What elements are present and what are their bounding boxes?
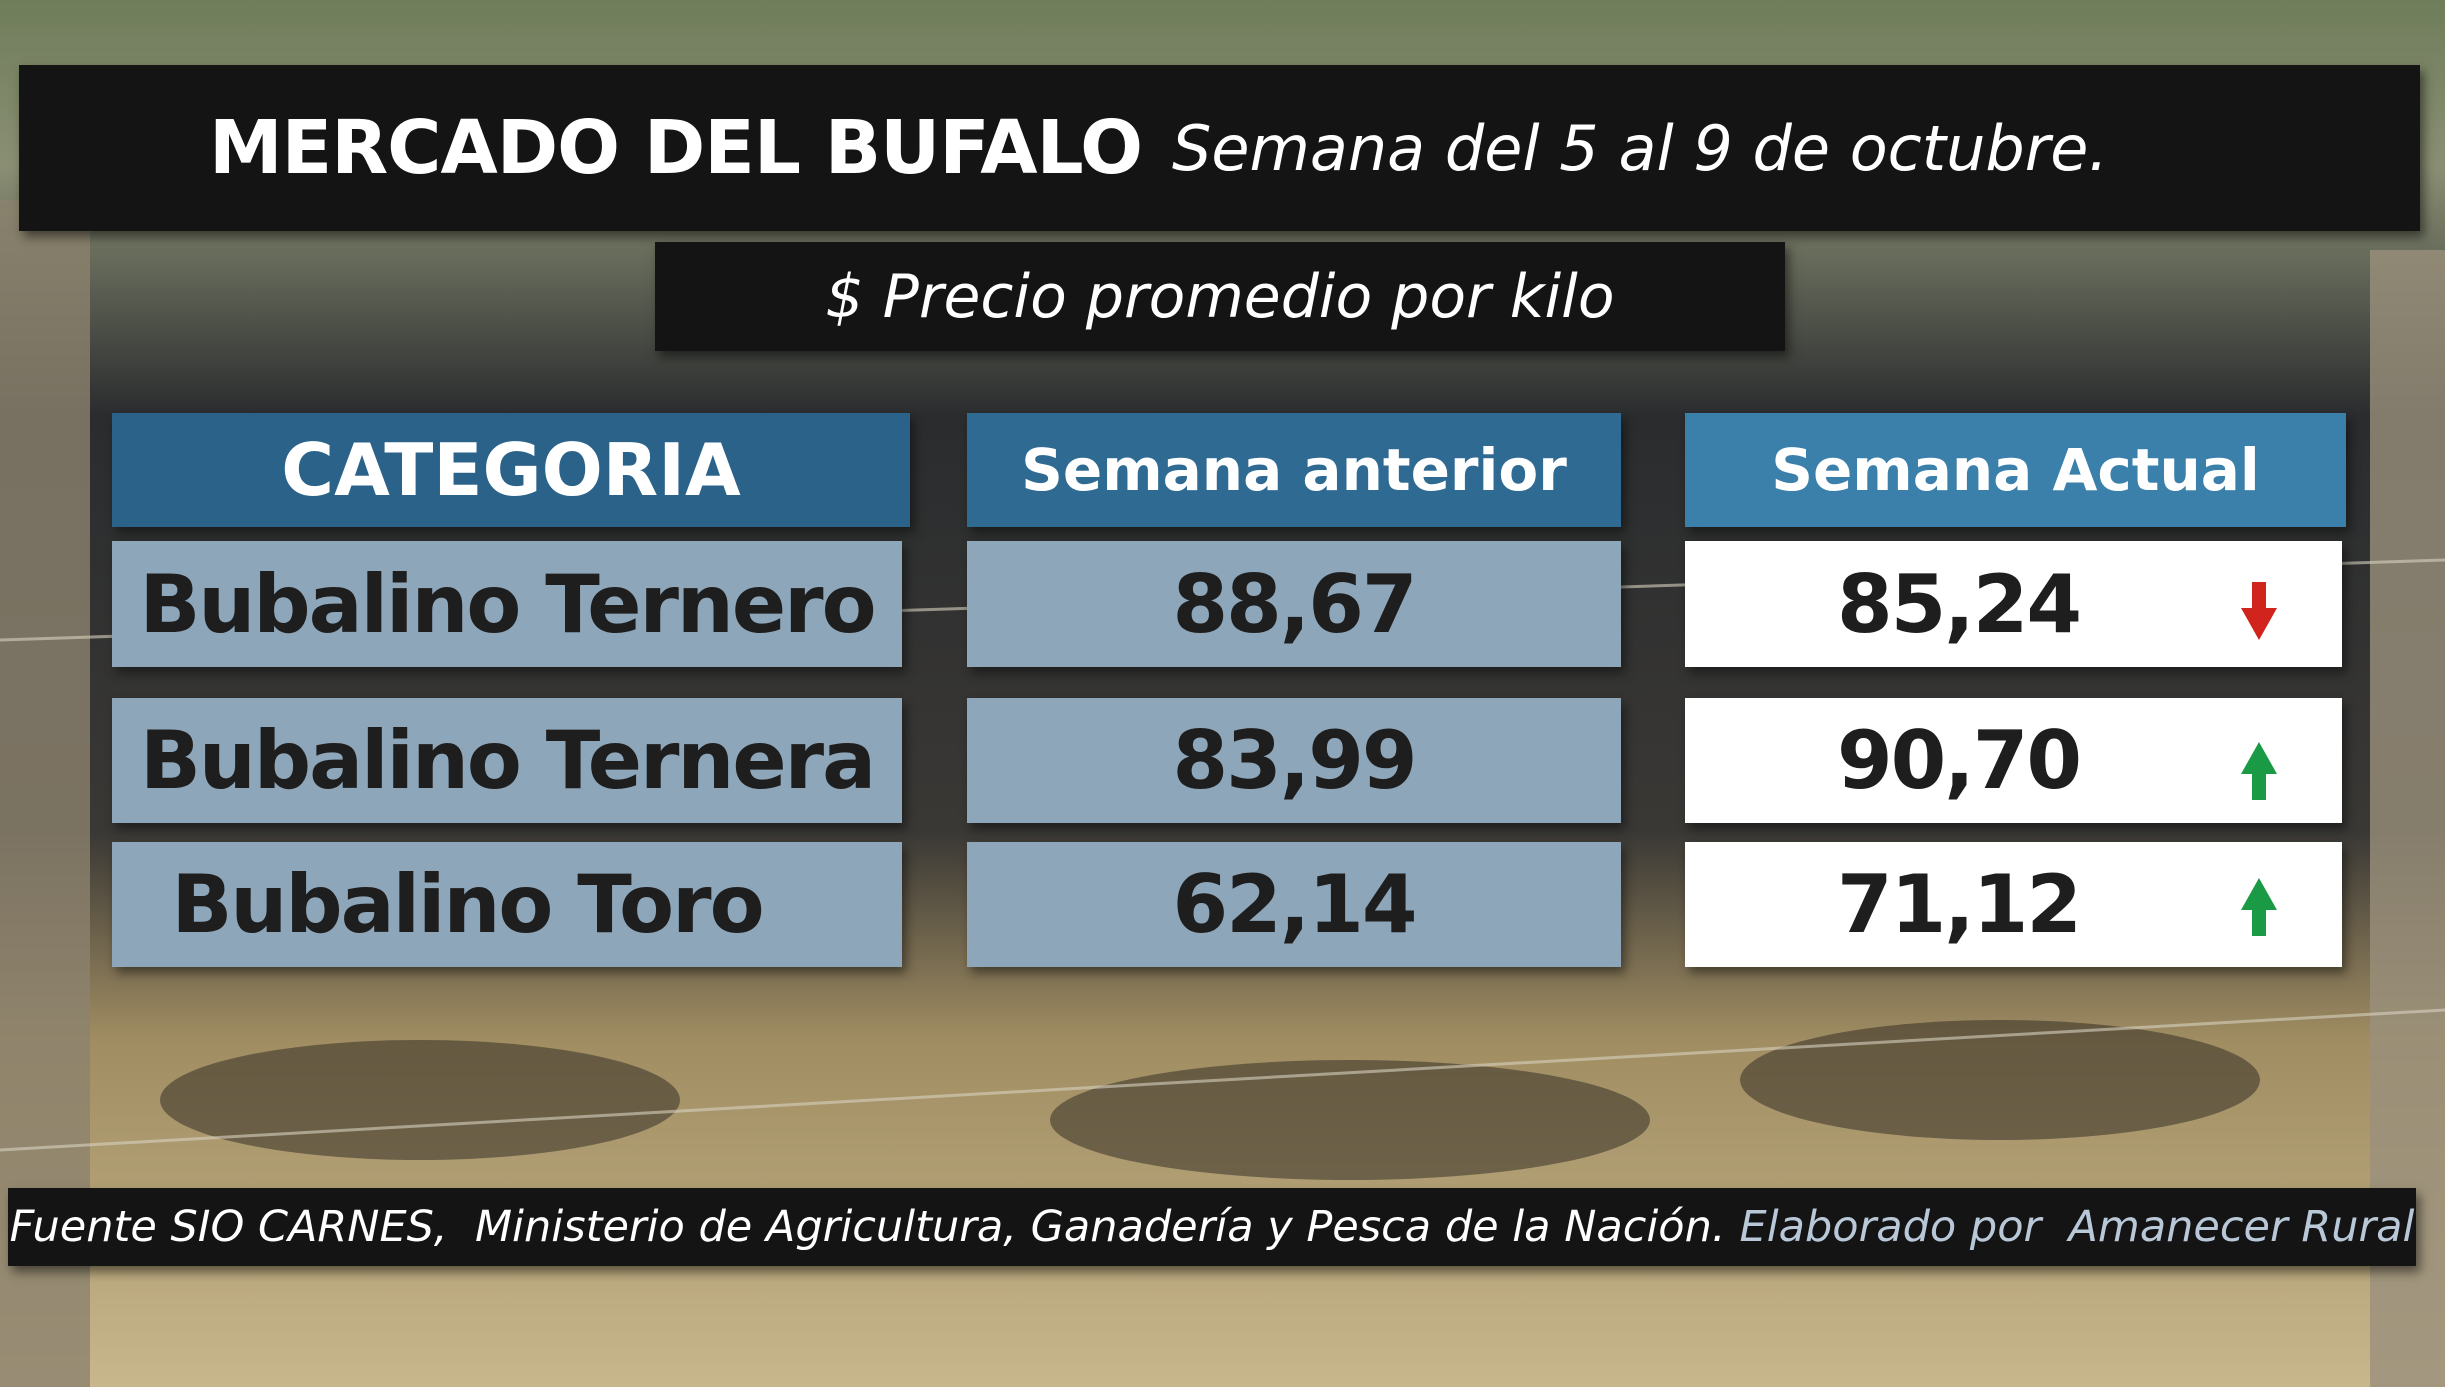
previous-price: 83,99 bbox=[967, 698, 1621, 823]
current-price: 71,12 bbox=[1685, 842, 2342, 967]
previous-price: 88,67 bbox=[967, 541, 1621, 667]
footer-bar: Fuente SIO CARNES, Ministerio de Agricul… bbox=[8, 1188, 2416, 1266]
current-price: 90,70 bbox=[1685, 698, 2342, 823]
previous-price: 62,14 bbox=[967, 842, 1621, 967]
credit: Elaborado por Amanecer Rural bbox=[1739, 1202, 2415, 1252]
subtitle: Semana del 5 al 9 de octubre. bbox=[1171, 111, 2109, 185]
column-header: Semana Actual bbox=[1685, 413, 2346, 527]
category-cell: Bubalino Ternera bbox=[112, 698, 902, 823]
category-cell: Bubalino Toro bbox=[112, 842, 902, 967]
up-arrow bbox=[2241, 878, 2277, 936]
down-arrow bbox=[2241, 582, 2277, 640]
unit-note: $ Precio promedio por kilo bbox=[655, 242, 1785, 351]
column-header: CATEGORIA bbox=[112, 413, 910, 527]
current-price: 85,24 bbox=[1685, 541, 2342, 667]
up-arrow bbox=[2241, 742, 2277, 800]
title-bar: MERCADO DEL BUFALO Semana del 5 al 9 de … bbox=[19, 65, 2420, 231]
column-header: Semana anterior bbox=[967, 413, 1621, 527]
title: MERCADO DEL BUFALO bbox=[209, 105, 1143, 191]
source: Fuente SIO CARNES, Ministerio de Agricul… bbox=[9, 1202, 1726, 1252]
category-cell: Bubalino Ternero bbox=[112, 541, 902, 667]
